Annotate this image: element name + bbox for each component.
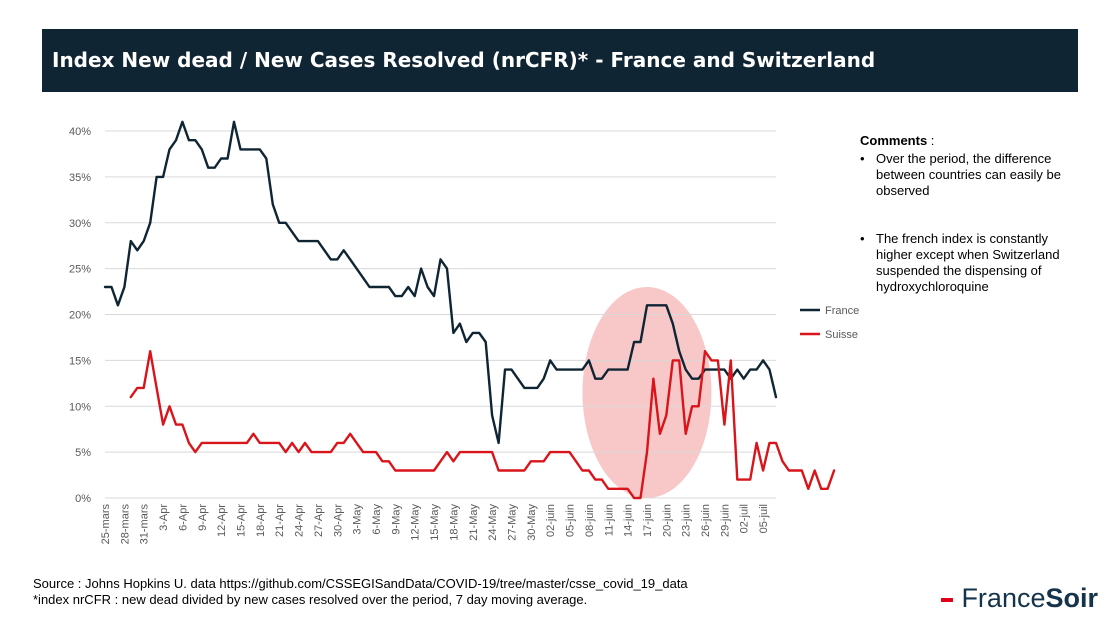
highlight-ellipse — [582, 286, 712, 498]
x-tick-label: 08-juin — [584, 504, 596, 537]
x-tick-label: 9-Apr — [197, 504, 209, 531]
comments-panel: Comments : • Over the period, the differ… — [860, 133, 1080, 295]
logo-dash-icon — [941, 597, 954, 602]
legend-label: France — [825, 305, 859, 317]
y-tick-label: 25% — [69, 264, 91, 276]
x-tick-label: 02-juin — [545, 504, 557, 537]
title-bar: Index New dead / New Cases Resolved (nrC… — [42, 29, 1078, 92]
x-tick-label: 15-May — [429, 504, 441, 541]
x-tick-label: 21-Apr — [274, 504, 286, 537]
y-tick-label: 40% — [69, 126, 91, 138]
x-tick-label: 27-May — [506, 504, 518, 541]
source-note: Source : Johns Hopkins U. data https://g… — [33, 576, 688, 591]
y-tick-label: 15% — [69, 355, 91, 367]
bullet-icon: • — [860, 231, 865, 246]
x-tick-label: 17-juin — [642, 504, 654, 537]
x-tick-label: 11-juin — [603, 504, 615, 536]
index-note: *index nrCFR : new dead divided by new c… — [33, 592, 588, 607]
x-tick-label: 26-juin — [700, 504, 712, 537]
x-tick-label: 02-juil — [739, 504, 751, 533]
comment-text: The french index is constantly higher ex… — [876, 231, 1060, 294]
x-tick-label: 9-May — [390, 504, 402, 535]
comments-heading-suffix: : — [927, 133, 935, 148]
x-tick-label: 05-juin — [565, 504, 577, 537]
y-tick-label: 35% — [69, 172, 91, 184]
x-tick-label: 30-Apr — [332, 504, 344, 537]
comment-item: • Over the period, the difference betwee… — [860, 151, 1080, 199]
francesoir-logo: FranceSoir — [941, 583, 1098, 614]
x-tick-label: 23-juin — [681, 504, 693, 537]
logo-part1: France — [961, 583, 1046, 613]
x-tick-label: 27-Apr — [313, 504, 325, 537]
x-tick-label: 21-May — [468, 504, 480, 541]
comments-heading-row: Comments : — [860, 133, 1080, 149]
x-tick-label: 12-Apr — [216, 504, 228, 537]
legend-label: Suisse — [825, 329, 858, 341]
x-tick-label: 24-May — [487, 504, 499, 541]
x-tick-label: 18-Apr — [255, 504, 267, 537]
x-tick-label: 3-May — [352, 504, 364, 535]
comment-item: • The french index is constantly higher … — [860, 231, 1080, 295]
x-tick-label: 18-May — [448, 504, 460, 541]
y-tick-label: 20% — [69, 310, 91, 322]
x-tick-label: 12-May — [410, 504, 422, 541]
y-tick-label: 10% — [69, 401, 91, 413]
chart-title: Index New dead / New Cases Resolved (nrC… — [52, 48, 876, 72]
x-tick-label: 30-May — [526, 504, 538, 541]
x-tick-label: 6-May — [371, 504, 383, 535]
x-tick-label: 3-Apr — [158, 504, 170, 531]
y-tick-label: 5% — [75, 447, 91, 459]
comment-text: Over the period, the difference between … — [876, 151, 1062, 198]
x-tick-label: 6-Apr — [177, 504, 189, 531]
footer: Source : Johns Hopkins U. data https://g… — [33, 576, 688, 608]
x-tick-label: 14-juin — [623, 504, 635, 537]
series-line-france — [103, 120, 778, 445]
logo-part2: Soir — [1045, 583, 1098, 613]
x-tick-label: 25-mars — [100, 504, 112, 545]
series-line-suisse — [129, 350, 836, 500]
x-tick-label: 31-mars — [139, 504, 151, 545]
x-tick-label: 15-Apr — [235, 504, 247, 537]
x-tick-label: 29-juin — [719, 504, 731, 537]
x-tick-label: 05-juil — [758, 504, 770, 533]
y-tick-label: 30% — [69, 218, 91, 230]
y-tick-label: 0% — [75, 493, 91, 505]
comments-heading: Comments — [860, 133, 928, 148]
x-tick-label: 24-Apr — [294, 504, 306, 537]
bullet-icon: • — [860, 151, 865, 166]
x-tick-label: 20-juin — [661, 504, 673, 537]
x-tick-label: 28-mars — [119, 504, 131, 545]
